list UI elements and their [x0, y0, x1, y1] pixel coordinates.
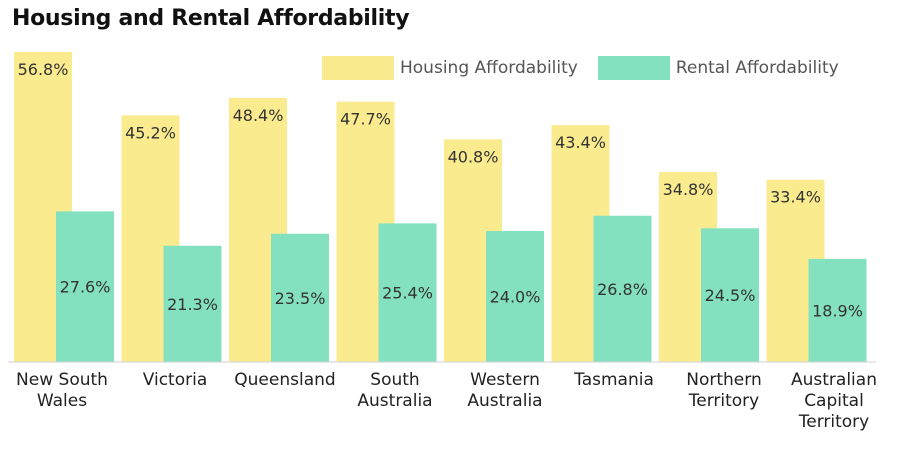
bar-rental-7 — [808, 258, 867, 362]
value-label-rental-0: 27.6% — [60, 278, 111, 297]
value-label-housing-1: 45.2% — [125, 123, 176, 142]
value-label-housing-7: 33.4% — [770, 188, 821, 207]
value-label-rental-1: 21.3% — [167, 295, 218, 314]
category-label-1: Victoria — [143, 370, 208, 390]
value-label-rental-5: 26.8% — [597, 280, 648, 299]
category-label-0: New South Wales — [16, 370, 108, 411]
category-label-6: Northern Territory — [686, 370, 761, 411]
bar-rental-6 — [701, 228, 759, 362]
category-label-line: Australia — [467, 391, 542, 411]
category-label-line: Australia — [357, 391, 432, 411]
chart-title: Housing and Rental Affordability — [12, 6, 410, 31]
bar-rental-3 — [378, 223, 437, 362]
legend-item-housing: Housing Affordability — [322, 56, 578, 80]
category-label-line: Australian — [791, 370, 877, 390]
bar-rental-2 — [271, 233, 329, 362]
category-label-line: Capital — [804, 391, 864, 411]
value-label-rental-3: 25.4% — [382, 284, 433, 303]
value-label-rental-4: 24.0% — [490, 288, 541, 307]
value-label-housing-5: 43.4% — [555, 133, 606, 152]
category-label-line: Territory — [688, 391, 759, 411]
bar-rental-5 — [593, 215, 652, 362]
category-label-line: Victoria — [143, 370, 208, 390]
category-label-7: Australian Capital Territory — [791, 370, 877, 432]
legend: Housing Affordability Rental Affordabili… — [322, 56, 859, 80]
value-label-housing-4: 40.8% — [448, 147, 499, 166]
value-labels-group: 56.8% 27.6% 45.2% 21.3% 48.4% 23.5% 47.7% 25.4%… — [18, 60, 863, 320]
bar-rental-4 — [486, 231, 544, 362]
legend-label-rental: Rental Affordability — [675, 58, 839, 78]
value-label-housing-2: 48.4% — [233, 106, 284, 125]
legend-swatch-rental — [597, 56, 670, 80]
bar-rental-0 — [56, 211, 114, 362]
category-label-line: Tasmania — [573, 370, 654, 390]
bars-group — [14, 52, 867, 363]
category-label-3: South Australia — [357, 370, 432, 411]
category-label-2: Queensland — [234, 370, 335, 390]
value-label-housing-0: 56.8% — [18, 60, 69, 79]
category-label-line: Queensland — [234, 370, 335, 390]
bar-rental-1 — [163, 245, 222, 362]
value-label-housing-6: 34.8% — [663, 180, 714, 199]
category-label-line: Wales — [37, 391, 87, 411]
category-label-line: New South — [16, 370, 108, 390]
value-label-rental-7: 18.9% — [812, 301, 863, 320]
value-label-rental-2: 23.5% — [275, 289, 326, 308]
legend-label-housing: Housing Affordability — [400, 58, 578, 78]
value-label-housing-3: 47.7% — [340, 110, 391, 129]
value-label-rental-6: 24.5% — [705, 286, 756, 305]
legend-item-rental: Rental Affordability — [597, 56, 839, 80]
category-label-line: South — [370, 370, 419, 390]
category-label-4: Western Australia — [467, 370, 542, 411]
category-label-5: Tasmania — [573, 370, 654, 390]
category-label-line: Northern — [686, 370, 761, 390]
category-label-line: Territory — [798, 412, 869, 432]
category-label-line: Western — [470, 370, 540, 390]
legend-swatch-housing — [322, 56, 394, 80]
